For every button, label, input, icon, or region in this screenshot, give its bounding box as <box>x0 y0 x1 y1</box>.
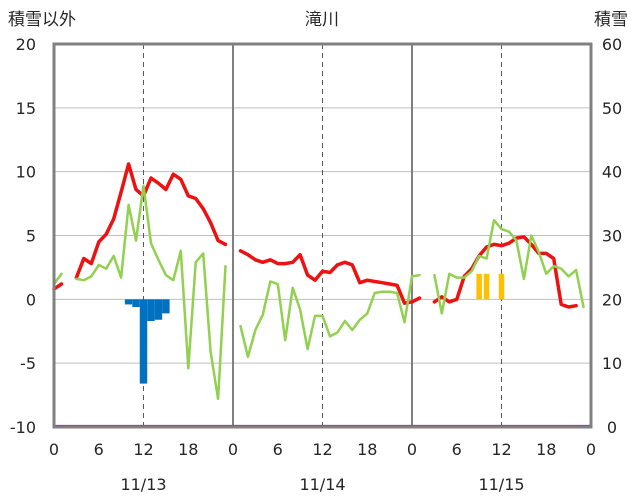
date-labels: 11/13 11/14 11/15 <box>120 475 524 494</box>
x-tick-label: 0 <box>228 440 238 459</box>
right-tick-label: 40 <box>602 163 622 182</box>
x-tick-label: 6 <box>452 440 462 459</box>
series-line-green-line <box>52 184 585 401</box>
left-tick-label: 10 <box>16 163 36 182</box>
x-tick-label: 12 <box>312 440 332 459</box>
blue-bar <box>124 299 133 305</box>
left-tick-label: -10 <box>10 418 36 437</box>
left-tick-label: 5 <box>26 227 36 246</box>
right-tick-label: 60 <box>602 35 622 54</box>
x-tick-label: 0 <box>49 440 59 459</box>
left-tick-label: 0 <box>26 290 36 309</box>
right-tick-label: 30 <box>602 227 622 246</box>
right-tick-label: 0 <box>607 418 617 437</box>
series-line-red-line <box>52 162 578 309</box>
blue-bar <box>162 299 170 314</box>
left-tick-label: 15 <box>16 99 36 118</box>
left-tick-labels: -10 -5 0 5 10 15 20 <box>10 35 36 437</box>
right-tick-label: 10 <box>602 354 622 373</box>
x-tick-label: 6 <box>94 440 104 459</box>
x-tick-label: 12 <box>491 440 511 459</box>
right-tick-label: 20 <box>602 290 622 309</box>
x-tick-label: 18 <box>357 440 377 459</box>
left-tick-label: -5 <box>20 354 36 373</box>
plot-frame <box>52 42 593 429</box>
plot-border <box>52 42 593 429</box>
yellow-bar <box>483 273 490 300</box>
left-axis-label: 積雪以外 <box>8 10 76 30</box>
blue-bar <box>154 299 163 320</box>
right-tick-label: 50 <box>602 99 622 118</box>
bars <box>124 273 505 384</box>
right-axis-label: 積雪 <box>594 10 628 30</box>
blue-bar <box>139 299 148 384</box>
x-tick-labels: 0 6 12 18 0 6 12 18 0 6 12 18 0 <box>49 440 596 459</box>
right-tick-labels: 0 10 20 30 40 50 60 <box>602 35 622 437</box>
yellow-bar <box>476 273 482 300</box>
date-label: 11/14 <box>299 475 345 494</box>
x-tick-label: 0 <box>586 440 596 459</box>
left-tick-label: 20 <box>16 35 36 54</box>
blue-bar <box>132 299 140 307</box>
date-label: 11/13 <box>120 475 166 494</box>
chart-title: 滝川 <box>305 10 339 30</box>
yellow-bar <box>498 273 505 300</box>
date-label: 11/15 <box>478 475 524 494</box>
x-tick-label: 0 <box>407 440 417 459</box>
blue-bar <box>147 299 155 322</box>
x-tick-label: 18 <box>536 440 556 459</box>
x-tick-label: 18 <box>178 440 198 459</box>
x-tick-label: 12 <box>133 440 153 459</box>
x-tick-label: 6 <box>273 440 283 459</box>
